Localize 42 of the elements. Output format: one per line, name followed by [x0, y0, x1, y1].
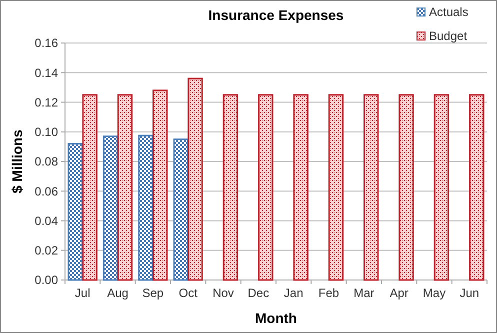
- x-tick-label: Apr: [390, 286, 408, 300]
- x-tick-label: Mar: [354, 286, 374, 300]
- bar: [328, 94, 344, 281]
- x-tick-label: Aug: [107, 286, 128, 300]
- bar: [173, 138, 188, 281]
- y-tick-label: 0.02: [34, 244, 58, 258]
- chart-title: Insurance Expenses: [208, 7, 344, 23]
- y-tick-label: 0.00: [34, 273, 58, 288]
- x-tick-label: Jan: [284, 286, 304, 300]
- x-tick-label: Dec: [248, 286, 270, 300]
- x-tick-label: Feb: [318, 286, 340, 300]
- x-tick-label: Jun: [460, 286, 480, 300]
- x-tick-label: Sep: [142, 286, 164, 300]
- y-tick-label: 0.06: [34, 184, 58, 198]
- bar: [102, 136, 118, 281]
- bar: [152, 90, 168, 281]
- bar: [434, 94, 450, 281]
- bar: [138, 134, 154, 281]
- bar: [364, 94, 379, 281]
- x-tick-label: Jul: [74, 286, 90, 300]
- y-tick-label: 0.10: [34, 125, 58, 140]
- x-axis-title: Month: [255, 310, 297, 326]
- y-tick-label: 0.12: [34, 95, 58, 110]
- x-tick-label: Oct: [178, 286, 198, 300]
- y-tick-label: 0.16: [34, 36, 58, 50]
- x-tick-label: May: [422, 286, 446, 300]
- bar: [293, 94, 308, 281]
- bar: [258, 94, 274, 281]
- bar: [188, 78, 203, 281]
- bar: [82, 94, 98, 281]
- bar: [469, 94, 484, 281]
- bar: [222, 94, 238, 281]
- legend-label: Budget: [429, 29, 468, 44]
- bar: [68, 142, 83, 281]
- legend-label: Actuals: [429, 5, 468, 20]
- bar: [398, 94, 414, 281]
- y-tick-label: 0.04: [34, 214, 58, 228]
- y-tick-label: 0.14: [34, 66, 58, 80]
- bar: [117, 94, 133, 281]
- y-tick-label: 0.08: [34, 154, 58, 169]
- x-tick-label: Nov: [212, 286, 234, 300]
- y-axis-title: $ Millions: [9, 129, 25, 194]
